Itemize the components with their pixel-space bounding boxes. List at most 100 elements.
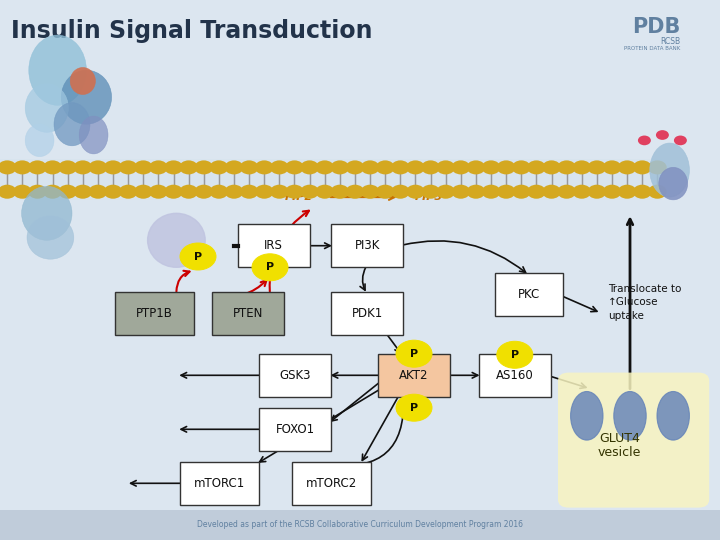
Circle shape	[391, 185, 410, 199]
Text: PTP1B: PTP1B	[136, 307, 174, 320]
Circle shape	[210, 185, 228, 199]
Ellipse shape	[148, 213, 205, 267]
Circle shape	[0, 185, 17, 199]
Circle shape	[588, 160, 606, 174]
Circle shape	[557, 185, 576, 199]
Circle shape	[527, 185, 546, 199]
Ellipse shape	[22, 186, 72, 240]
Circle shape	[104, 185, 122, 199]
FancyBboxPatch shape	[331, 292, 403, 335]
Circle shape	[119, 185, 138, 199]
Circle shape	[391, 160, 410, 174]
FancyBboxPatch shape	[180, 462, 259, 505]
FancyBboxPatch shape	[259, 408, 331, 451]
Circle shape	[376, 160, 395, 174]
Text: PDB: PDB	[632, 17, 680, 37]
Text: GLUT4
vesicle: GLUT4 vesicle	[598, 431, 641, 460]
Circle shape	[633, 185, 652, 199]
FancyBboxPatch shape	[0, 510, 720, 540]
Circle shape	[285, 185, 304, 199]
Circle shape	[346, 185, 364, 199]
Text: PIP3: PIP3	[414, 192, 443, 202]
Ellipse shape	[79, 116, 108, 154]
Circle shape	[451, 185, 470, 199]
Circle shape	[588, 185, 606, 199]
Circle shape	[638, 136, 651, 145]
Circle shape	[89, 160, 107, 174]
FancyBboxPatch shape	[0, 159, 662, 200]
Circle shape	[194, 185, 213, 199]
FancyBboxPatch shape	[331, 224, 403, 267]
Circle shape	[482, 185, 500, 199]
Circle shape	[618, 160, 636, 174]
Circle shape	[225, 185, 243, 199]
Text: mTORC1: mTORC1	[194, 477, 246, 490]
Circle shape	[527, 160, 546, 174]
Circle shape	[119, 160, 138, 174]
Text: GSK3: GSK3	[279, 369, 311, 382]
FancyBboxPatch shape	[259, 354, 331, 397]
Circle shape	[134, 185, 153, 199]
Circle shape	[361, 160, 379, 174]
Ellipse shape	[650, 143, 690, 197]
Text: RCSB: RCSB	[660, 37, 680, 46]
Circle shape	[467, 185, 485, 199]
Circle shape	[255, 185, 274, 199]
Circle shape	[497, 185, 516, 199]
Circle shape	[28, 185, 47, 199]
Circle shape	[542, 160, 561, 174]
Text: PROTEIN DATA BANK: PROTEIN DATA BANK	[624, 46, 680, 51]
Circle shape	[451, 160, 470, 174]
Circle shape	[104, 160, 122, 174]
Circle shape	[73, 160, 92, 174]
Circle shape	[240, 185, 258, 199]
Circle shape	[512, 185, 531, 199]
Circle shape	[240, 160, 258, 174]
Circle shape	[270, 160, 289, 174]
Circle shape	[603, 185, 621, 199]
Circle shape	[179, 185, 198, 199]
Circle shape	[467, 160, 485, 174]
Text: P: P	[194, 252, 202, 261]
FancyBboxPatch shape	[495, 273, 563, 316]
Ellipse shape	[25, 124, 54, 157]
Text: PKC: PKC	[518, 288, 540, 301]
Ellipse shape	[657, 392, 690, 440]
Circle shape	[89, 185, 107, 199]
Circle shape	[149, 160, 168, 174]
Circle shape	[255, 160, 274, 174]
Text: Insulin Signal Transduction: Insulin Signal Transduction	[11, 19, 372, 43]
FancyBboxPatch shape	[558, 373, 709, 508]
Circle shape	[656, 130, 669, 140]
Circle shape	[572, 160, 591, 174]
Text: P: P	[410, 349, 418, 359]
Circle shape	[315, 185, 334, 199]
Circle shape	[300, 160, 319, 174]
Ellipse shape	[70, 68, 95, 94]
Circle shape	[0, 160, 17, 174]
Circle shape	[330, 160, 349, 174]
Ellipse shape	[27, 216, 74, 259]
Circle shape	[361, 185, 379, 199]
Text: AS160: AS160	[496, 369, 534, 382]
Text: FOXO1: FOXO1	[276, 423, 315, 436]
Circle shape	[572, 185, 591, 199]
Ellipse shape	[54, 103, 90, 146]
Circle shape	[149, 185, 168, 199]
Text: P: P	[510, 350, 519, 360]
Circle shape	[648, 185, 667, 199]
FancyBboxPatch shape	[292, 462, 371, 505]
Ellipse shape	[570, 392, 603, 440]
Circle shape	[557, 160, 576, 174]
Circle shape	[512, 160, 531, 174]
Ellipse shape	[61, 70, 112, 124]
Circle shape	[315, 160, 334, 174]
Circle shape	[497, 341, 533, 368]
Circle shape	[43, 185, 62, 199]
Text: P: P	[266, 262, 274, 272]
Circle shape	[618, 185, 636, 199]
Text: Developed as part of the RCSB Collaborative Curriculum Development Program 2016: Developed as part of the RCSB Collaborat…	[197, 521, 523, 529]
Circle shape	[648, 160, 667, 174]
Text: AKT2: AKT2	[400, 369, 428, 382]
FancyBboxPatch shape	[0, 0, 720, 65]
